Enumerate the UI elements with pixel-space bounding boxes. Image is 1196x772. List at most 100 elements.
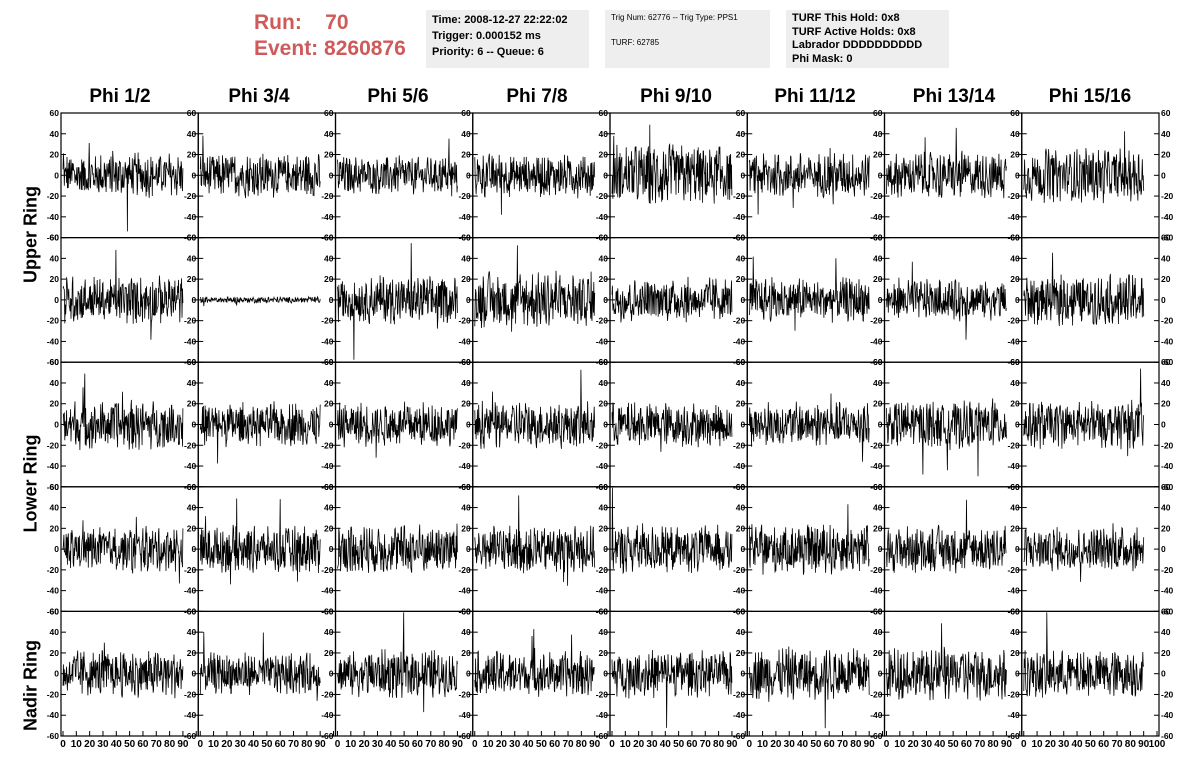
y-tick-label: 60 <box>736 108 746 118</box>
x-tick-label: 80 <box>164 739 176 750</box>
x-tick-label: 60 <box>549 739 561 750</box>
waveform-trace-r1-c4 <box>474 153 596 215</box>
x-tick-label: 0 <box>197 739 203 750</box>
y-tick-label: 0 <box>466 544 471 554</box>
y-tick-label: 0 <box>1161 669 1166 679</box>
y-tick-label: -40 <box>321 336 334 346</box>
y-tick-label: 0 <box>54 170 59 180</box>
y-tick-label: -40 <box>1007 336 1020 346</box>
time-text: Time: 2008-12-27 22:22:02 <box>432 14 568 26</box>
waveform-trace-r2-c7 <box>886 261 1007 340</box>
waveform-trace-r3-c2 <box>199 401 321 464</box>
y-tick-label: 20 <box>599 648 609 658</box>
y-tick-label: 0 <box>466 170 471 180</box>
y-tick-label: 60 <box>1161 606 1171 616</box>
y-tick-label: 40 <box>1010 253 1020 263</box>
y-tick-label: 0 <box>1015 669 1020 679</box>
trigger-text: Trigger: 0.000152 ms <box>432 30 541 42</box>
y-tick-label: 20 <box>461 523 471 533</box>
y-tick-label: 60 <box>461 357 471 367</box>
y-tick-label: 60 <box>50 482 60 492</box>
x-tick-label: 10 <box>620 739 632 750</box>
y-tick-label: 60 <box>1010 482 1020 492</box>
x-tick-label: 70 <box>562 739 574 750</box>
y-tick-label: 20 <box>873 150 883 160</box>
y-tick-label: -40 <box>733 212 746 222</box>
y-tick-label: 0 <box>329 170 334 180</box>
y-tick-label: -40 <box>321 212 334 222</box>
y-tick-label: 20 <box>736 274 746 284</box>
y-tick-label: -20 <box>184 440 197 450</box>
y-tick-label: 40 <box>461 253 471 263</box>
y-tick-label: 60 <box>324 108 334 118</box>
x-tick-label: 50 <box>810 739 822 750</box>
x-tick-label: 10 <box>208 739 220 750</box>
x-tick-label: 60 <box>412 739 424 750</box>
y-tick-label: 60 <box>50 606 60 616</box>
x-tick-label: 60 <box>686 739 698 750</box>
y-tick-label: -20 <box>321 565 334 575</box>
waveform-trace-r4-c2 <box>199 498 321 585</box>
x-tick-label: 70 <box>288 739 300 750</box>
x-tick-label: 40 <box>522 739 534 750</box>
y-tick-label: 0 <box>878 170 883 180</box>
y-tick-label: 40 <box>187 378 197 388</box>
x-tick-label: 10 <box>757 739 769 750</box>
y-tick-label: -20 <box>733 316 746 326</box>
y-tick-label: 20 <box>1010 399 1020 409</box>
waveform-trace-r3-c5 <box>611 402 733 452</box>
x-tick-label: 90 <box>452 739 464 750</box>
y-tick-label: -20 <box>870 565 883 575</box>
y-tick-label: 40 <box>599 503 609 513</box>
y-tick-label: 60 <box>599 108 609 118</box>
x-tick-label: 70 <box>700 739 712 750</box>
x-tick-label: 50 <box>399 739 411 750</box>
waveform-trace-r1-c3 <box>337 138 458 197</box>
x-tick-label: 90 <box>177 739 189 750</box>
waveform-trace-r2-c5 <box>611 276 733 323</box>
x-tick-label: 90 <box>589 739 601 750</box>
y-tick-label: -40 <box>1161 336 1174 346</box>
y-tick-label: 40 <box>461 503 471 513</box>
y-tick-label: 60 <box>324 357 334 367</box>
x-tick-label: 0 <box>609 739 615 750</box>
y-tick-label: 20 <box>1010 648 1020 658</box>
y-tick-label: 60 <box>461 482 471 492</box>
y-tick-label: 60 <box>50 233 60 243</box>
waveform-trace-r4-c3 <box>337 523 458 573</box>
y-tick-label: 20 <box>1010 150 1020 160</box>
y-tick-label: -20 <box>1161 565 1174 575</box>
y-tick-label: -40 <box>47 336 60 346</box>
column-label-phi-3-4: Phi 3/4 <box>228 86 290 107</box>
y-tick-label: -60 <box>47 482 60 492</box>
waveform-trace-r3-c3 <box>337 401 458 458</box>
y-tick-label: 0 <box>878 669 883 679</box>
y-tick-label: 60 <box>599 233 609 243</box>
waveform-trace-r1-c8 <box>1023 131 1145 204</box>
x-tick-label: 60 <box>824 739 836 750</box>
y-tick-label: 0 <box>1161 295 1166 305</box>
event-label: Event: <box>254 37 319 60</box>
y-tick-label: 60 <box>1161 108 1171 118</box>
y-tick-label: -40 <box>733 710 746 720</box>
y-tick-label: -20 <box>458 689 471 699</box>
y-tick-label: -60 <box>1161 357 1174 367</box>
y-tick-label: 0 <box>603 420 608 430</box>
x-tick-label: 80 <box>713 739 725 750</box>
x-tick-label: 40 <box>660 739 672 750</box>
y-tick-label: -20 <box>321 191 334 201</box>
y-tick-label: 60 <box>736 233 746 243</box>
y-tick-label: 40 <box>187 627 197 637</box>
y-tick-label: -40 <box>458 212 471 222</box>
y-tick-label: -40 <box>1161 212 1174 222</box>
y-tick-label: 0 <box>878 544 883 554</box>
x-tick-label: 80 <box>850 739 862 750</box>
x-tick-label: 50 <box>536 739 548 750</box>
y-tick-label: -60 <box>1161 482 1174 492</box>
x-tick-label: 30 <box>97 739 109 750</box>
y-tick-label: 0 <box>54 544 59 554</box>
x-tick-label: 90 <box>1001 739 1013 750</box>
y-tick-label: 60 <box>873 233 883 243</box>
waveform-trace-r4-c6 <box>748 504 870 575</box>
labrador-text: Labrador DDDDDDDDDD <box>792 39 923 51</box>
